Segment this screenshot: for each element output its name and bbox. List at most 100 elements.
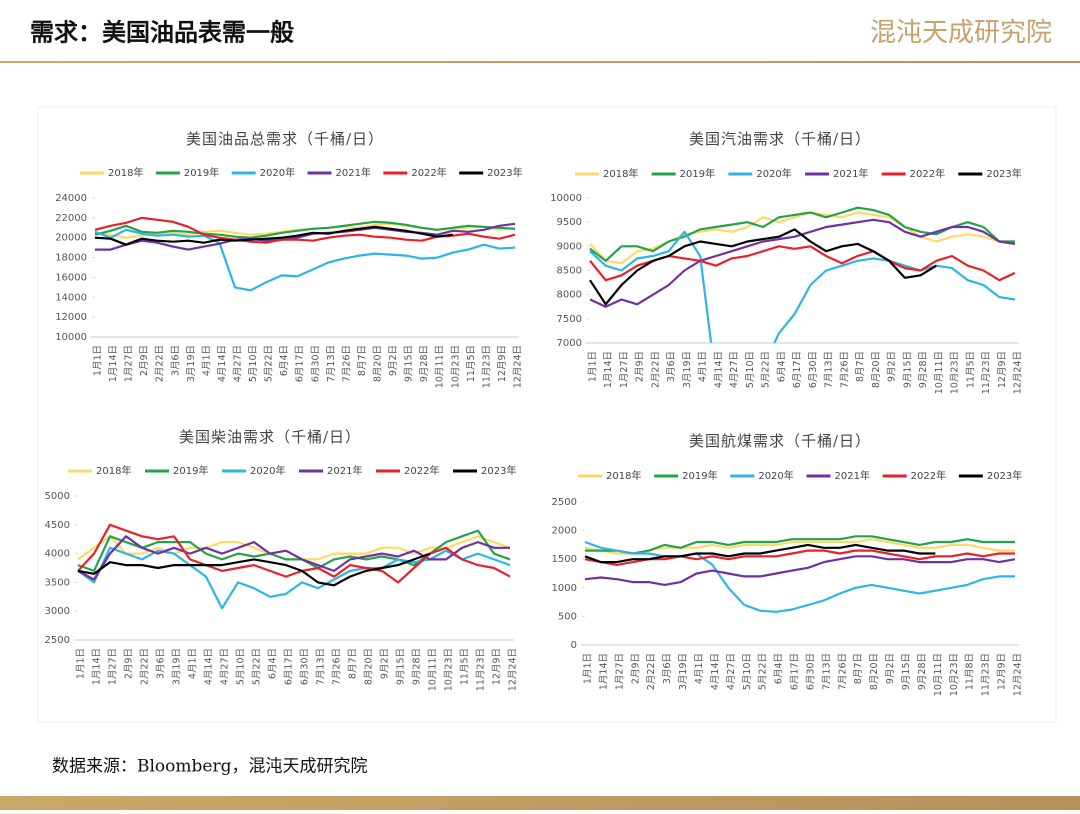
series-line bbox=[77, 523, 511, 584]
x-tick-label: 5月22日 bbox=[758, 653, 769, 690]
x-tick-label: 9月15日 bbox=[901, 653, 912, 690]
x-tick-label: 7月13日 bbox=[326, 345, 337, 382]
x-tick-label: 1月14日 bbox=[598, 653, 609, 690]
line-chart: 美国柴油需求（千桶/日） 2500 3000 3500 4000 4500 5000 1月1日… bbox=[45, 428, 519, 691]
y-tick-label: 12000 bbox=[55, 312, 87, 323]
x-tick-label: 4月27日 bbox=[729, 351, 740, 388]
legend-label: 2023年 bbox=[986, 167, 1021, 180]
x-tick-label: 2月22日 bbox=[650, 351, 661, 388]
x-tick-label: 1月14日 bbox=[92, 648, 103, 685]
x-tick-label: 4月14日 bbox=[710, 653, 721, 690]
x-tick-label: 7月26日 bbox=[341, 345, 352, 382]
series-line bbox=[94, 225, 453, 246]
x-tick-label: 7月13日 bbox=[824, 351, 835, 388]
series-line bbox=[94, 220, 516, 239]
chart-title: 美国柴油需求（千桶/日） bbox=[179, 428, 361, 446]
x-tick-label: 12月9日 bbox=[497, 345, 508, 382]
chart-title: 美国汽油需求（千桶/日） bbox=[689, 130, 871, 148]
x-tick-label: 3月19日 bbox=[186, 345, 197, 382]
x-tick-label: 6月17日 bbox=[790, 653, 801, 690]
x-tick-label: 11月5日 bbox=[466, 345, 477, 382]
x-tick-label: 11月23日 bbox=[481, 345, 492, 388]
x-tick-label: 11月23日 bbox=[476, 648, 487, 691]
x-tick-label: 5月22日 bbox=[252, 648, 263, 685]
legend-label: 2023年 bbox=[481, 464, 516, 477]
legend-label: 2022年 bbox=[404, 464, 439, 477]
legend-label: 2020年 bbox=[758, 469, 793, 482]
x-tick-label: 6月4日 bbox=[776, 351, 787, 382]
x-tick-label: 8月20日 bbox=[373, 345, 384, 382]
x-tick-label: 11月5日 bbox=[460, 648, 471, 685]
slide-title: 需求：美国油品表需一般 bbox=[30, 18, 294, 47]
legend-label: 2023年 bbox=[487, 166, 522, 179]
y-tick-label: 1000 bbox=[552, 583, 577, 594]
y-tick-label: 14000 bbox=[55, 292, 87, 303]
y-tick-label: 8000 bbox=[557, 290, 582, 301]
y-tick-label: 0 bbox=[571, 640, 577, 651]
x-tick-label: 10月11日 bbox=[934, 351, 945, 394]
x-tick-label: 9月15日 bbox=[902, 351, 913, 388]
legend-label: 2021年 bbox=[327, 464, 362, 477]
legend-label: 2020年 bbox=[756, 167, 791, 180]
y-tick-label: 16000 bbox=[55, 272, 87, 283]
x-tick-label: 3月6日 bbox=[170, 345, 181, 376]
legend-label: 2018年 bbox=[96, 464, 131, 477]
x-tick-label: 5月10日 bbox=[236, 648, 247, 685]
x-tick-label: 5月10日 bbox=[248, 345, 259, 382]
y-tick-label: 7500 bbox=[557, 314, 582, 325]
x-tick-label: 2月9日 bbox=[124, 648, 135, 679]
legend-label: 2018年 bbox=[603, 167, 638, 180]
x-tick-label: 2月9日 bbox=[630, 653, 641, 684]
x-tick-label: 8月7日 bbox=[357, 345, 368, 376]
x-tick-label: 11月5日 bbox=[965, 351, 976, 388]
x-tick-label: 4月27日 bbox=[726, 653, 737, 690]
x-tick-label: 9月2日 bbox=[388, 345, 399, 376]
x-tick-label: 4月14日 bbox=[713, 351, 724, 388]
y-tick-label: 3000 bbox=[45, 606, 70, 617]
y-tick-label: 9000 bbox=[557, 241, 582, 252]
x-tick-label: 10月11日 bbox=[428, 648, 439, 691]
y-tick-label: 4000 bbox=[45, 549, 70, 560]
x-tick-label: 10月11日 bbox=[933, 653, 944, 696]
x-tick-label: 12月9日 bbox=[492, 648, 503, 685]
x-tick-label: 11月23日 bbox=[981, 351, 992, 394]
x-tick-label: 1月1日 bbox=[93, 345, 104, 376]
series-line bbox=[77, 546, 511, 610]
x-tick-label: 6月30日 bbox=[808, 351, 819, 388]
y-tick-label: 10000 bbox=[55, 332, 87, 343]
legend-label: 2022年 bbox=[411, 166, 446, 179]
legend-label: 2021年 bbox=[835, 469, 870, 482]
x-tick-label: 12月9日 bbox=[997, 653, 1008, 690]
x-tick-label: 12月24日 bbox=[1013, 351, 1024, 394]
y-tick-label: 24000 bbox=[55, 193, 87, 204]
x-tick-label: 1月14日 bbox=[603, 351, 614, 388]
x-tick-label: 9月28日 bbox=[412, 648, 423, 685]
x-tick-label: 3月6日 bbox=[666, 351, 677, 382]
y-tick-label: 18000 bbox=[55, 253, 87, 264]
series-line bbox=[95, 222, 516, 251]
x-tick-label: 10月23日 bbox=[949, 653, 960, 696]
chart-title: 美国油品总需求（千桶/日） bbox=[186, 130, 384, 148]
x-tick-label: 11月8日 bbox=[965, 653, 976, 690]
x-tick-label: 8月20日 bbox=[871, 351, 882, 388]
chart-title: 美国航煤需求（千桶/日） bbox=[689, 432, 871, 450]
series-line bbox=[584, 538, 1015, 555]
x-tick-label: 9月2日 bbox=[885, 653, 896, 684]
legend-label: 2018年 bbox=[606, 469, 641, 482]
x-tick-label: 12月9日 bbox=[997, 351, 1008, 388]
line-chart: 美国航煤需求（千桶/日） 0 500 1000 1500 2000 2500 1月1日 1月14… bbox=[552, 432, 1024, 696]
series-line bbox=[94, 228, 516, 292]
x-tick-label: 8月20日 bbox=[869, 653, 880, 690]
charts: 美国油品总需求（千桶/日）100001200014000160001800020… bbox=[45, 130, 1024, 696]
x-tick-label: 4月1日 bbox=[694, 653, 705, 684]
legend-label: 2019年 bbox=[184, 166, 219, 179]
x-tick-label: 4月14日 bbox=[217, 345, 228, 382]
legend-label: 2022年 bbox=[910, 167, 945, 180]
x-tick-label: 2月9日 bbox=[635, 351, 646, 382]
x-tick-label: 11月23日 bbox=[981, 653, 992, 696]
x-tick-label: 5月10日 bbox=[742, 653, 753, 690]
x-tick-label: 10月23日 bbox=[444, 648, 455, 691]
x-tick-label: 3月19日 bbox=[172, 648, 183, 685]
series-line bbox=[584, 555, 1016, 586]
